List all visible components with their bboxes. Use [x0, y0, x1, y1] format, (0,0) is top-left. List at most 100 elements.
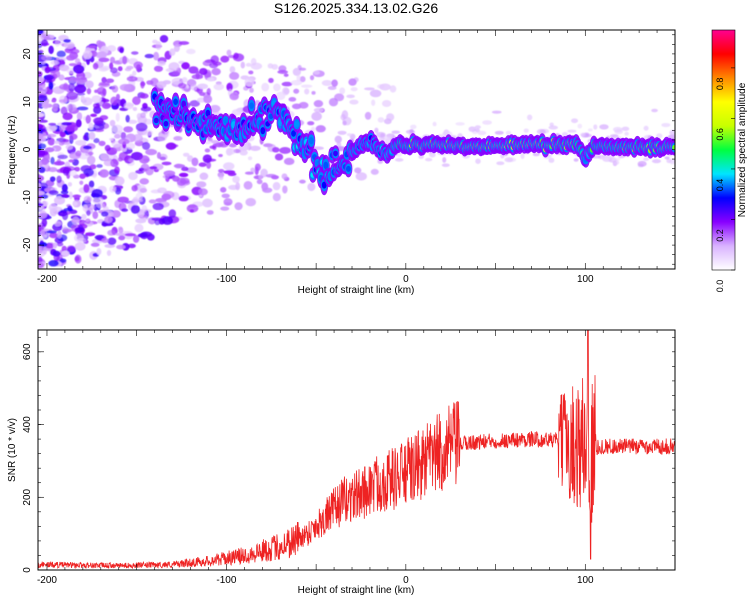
noise-blob [189, 100, 200, 107]
colorbar-gradient [712, 30, 735, 270]
noise-blob [587, 128, 593, 132]
noise-blob [38, 237, 45, 242]
noise-blob [126, 142, 136, 150]
noise-blob [55, 56, 67, 61]
noise-blob [199, 67, 208, 76]
noise-blob [383, 118, 392, 125]
noise-blob [157, 133, 168, 142]
noise-blob [150, 77, 159, 87]
colorbar-ticks: 0.0 0.2 0.4 0.6 0.8 [715, 67, 735, 292]
snr-x-label: Height of straight line (km) [298, 585, 415, 596]
noise-blob [281, 173, 288, 180]
noise-blob [599, 124, 609, 130]
noise-blob [79, 173, 86, 179]
noise-blob [58, 74, 65, 81]
noise-blob [199, 91, 206, 97]
noise-blob [177, 82, 187, 89]
noise-blob [304, 88, 310, 95]
noise-blob [63, 207, 74, 212]
noise-blob [101, 211, 109, 217]
noise-blob [39, 229, 46, 237]
colorbar-label: Normalized spectral amplitude [737, 82, 748, 217]
noise-blob [41, 200, 49, 207]
noise-blob [409, 129, 414, 134]
noise-blob [188, 66, 199, 74]
noise-blob [159, 35, 169, 43]
ridge-core [294, 121, 300, 128]
x-tick-label: -100 [216, 274, 236, 285]
noise-blob [548, 125, 559, 130]
noise-blob [291, 103, 302, 110]
noise-blob [234, 202, 243, 211]
noise-blob [117, 196, 129, 203]
noise-blob [74, 58, 81, 65]
noise-blob [593, 124, 598, 130]
noise-blob [38, 183, 42, 192]
noise-blob [66, 55, 76, 61]
noise-blob [92, 211, 99, 220]
noise-blob [494, 130, 504, 135]
noise-blob [396, 152, 402, 158]
noise-blob [59, 131, 66, 138]
noise-blob [98, 140, 106, 147]
noise-blob [491, 110, 502, 114]
ridge-core [346, 165, 351, 172]
noise-blob [152, 202, 164, 211]
noise-blob [601, 156, 611, 161]
noise-blob [38, 102, 43, 108]
noise-blob [71, 216, 80, 226]
noise-blob [68, 159, 75, 163]
noise-blob [38, 261, 44, 269]
noise-blob [38, 50, 43, 55]
noise-blob [282, 185, 288, 194]
noise-blob [116, 244, 126, 250]
noise-blob [54, 39, 61, 47]
noise-blob [548, 157, 555, 163]
noise-blob [137, 115, 148, 125]
noise-blob [374, 127, 379, 134]
noise-blob [62, 139, 69, 143]
noise-blob [272, 192, 281, 202]
noise-blob [123, 126, 134, 133]
noise-blob [354, 167, 362, 174]
noise-blob [212, 61, 222, 66]
noise-blob [115, 112, 120, 122]
noise-blob [50, 60, 60, 66]
ridge-core [291, 130, 296, 137]
noise-blob [391, 130, 401, 134]
noise-blob [111, 210, 121, 218]
x-tick-label: 0 [403, 575, 409, 586]
noise-blob [38, 203, 44, 207]
noise-blob [148, 199, 157, 204]
spectrogram-y-label: Frequency (Hz) [7, 116, 18, 185]
noise-blob [132, 70, 137, 76]
noise-blob [85, 114, 91, 124]
noise-blob [52, 102, 58, 112]
noise-blob [504, 157, 514, 163]
noise-blob [128, 171, 138, 181]
noise-blob [48, 45, 54, 55]
noise-blob [664, 156, 670, 160]
noise-blob [346, 133, 353, 137]
figure-title: S126.2025.334.13.02.G26 [274, 0, 438, 16]
noise-blob [58, 99, 67, 103]
noise-blob [85, 218, 91, 224]
noise-blob [218, 168, 225, 173]
noise-blob [275, 91, 286, 101]
noise-blob [52, 250, 61, 257]
noise-blob [178, 41, 190, 45]
noise-blob [328, 97, 339, 107]
noise-blob [88, 131, 96, 140]
noise-blob [258, 174, 263, 180]
noise-blob [162, 174, 170, 179]
noise-blob [370, 168, 379, 175]
noise-blob [377, 117, 385, 123]
noise-blob [157, 60, 166, 66]
noise-blob [81, 213, 87, 220]
noise-blob [235, 182, 241, 191]
noise-blob [49, 34, 55, 39]
noise-blob [313, 100, 324, 108]
noise-blob [73, 233, 84, 243]
noise-blob [53, 140, 60, 145]
